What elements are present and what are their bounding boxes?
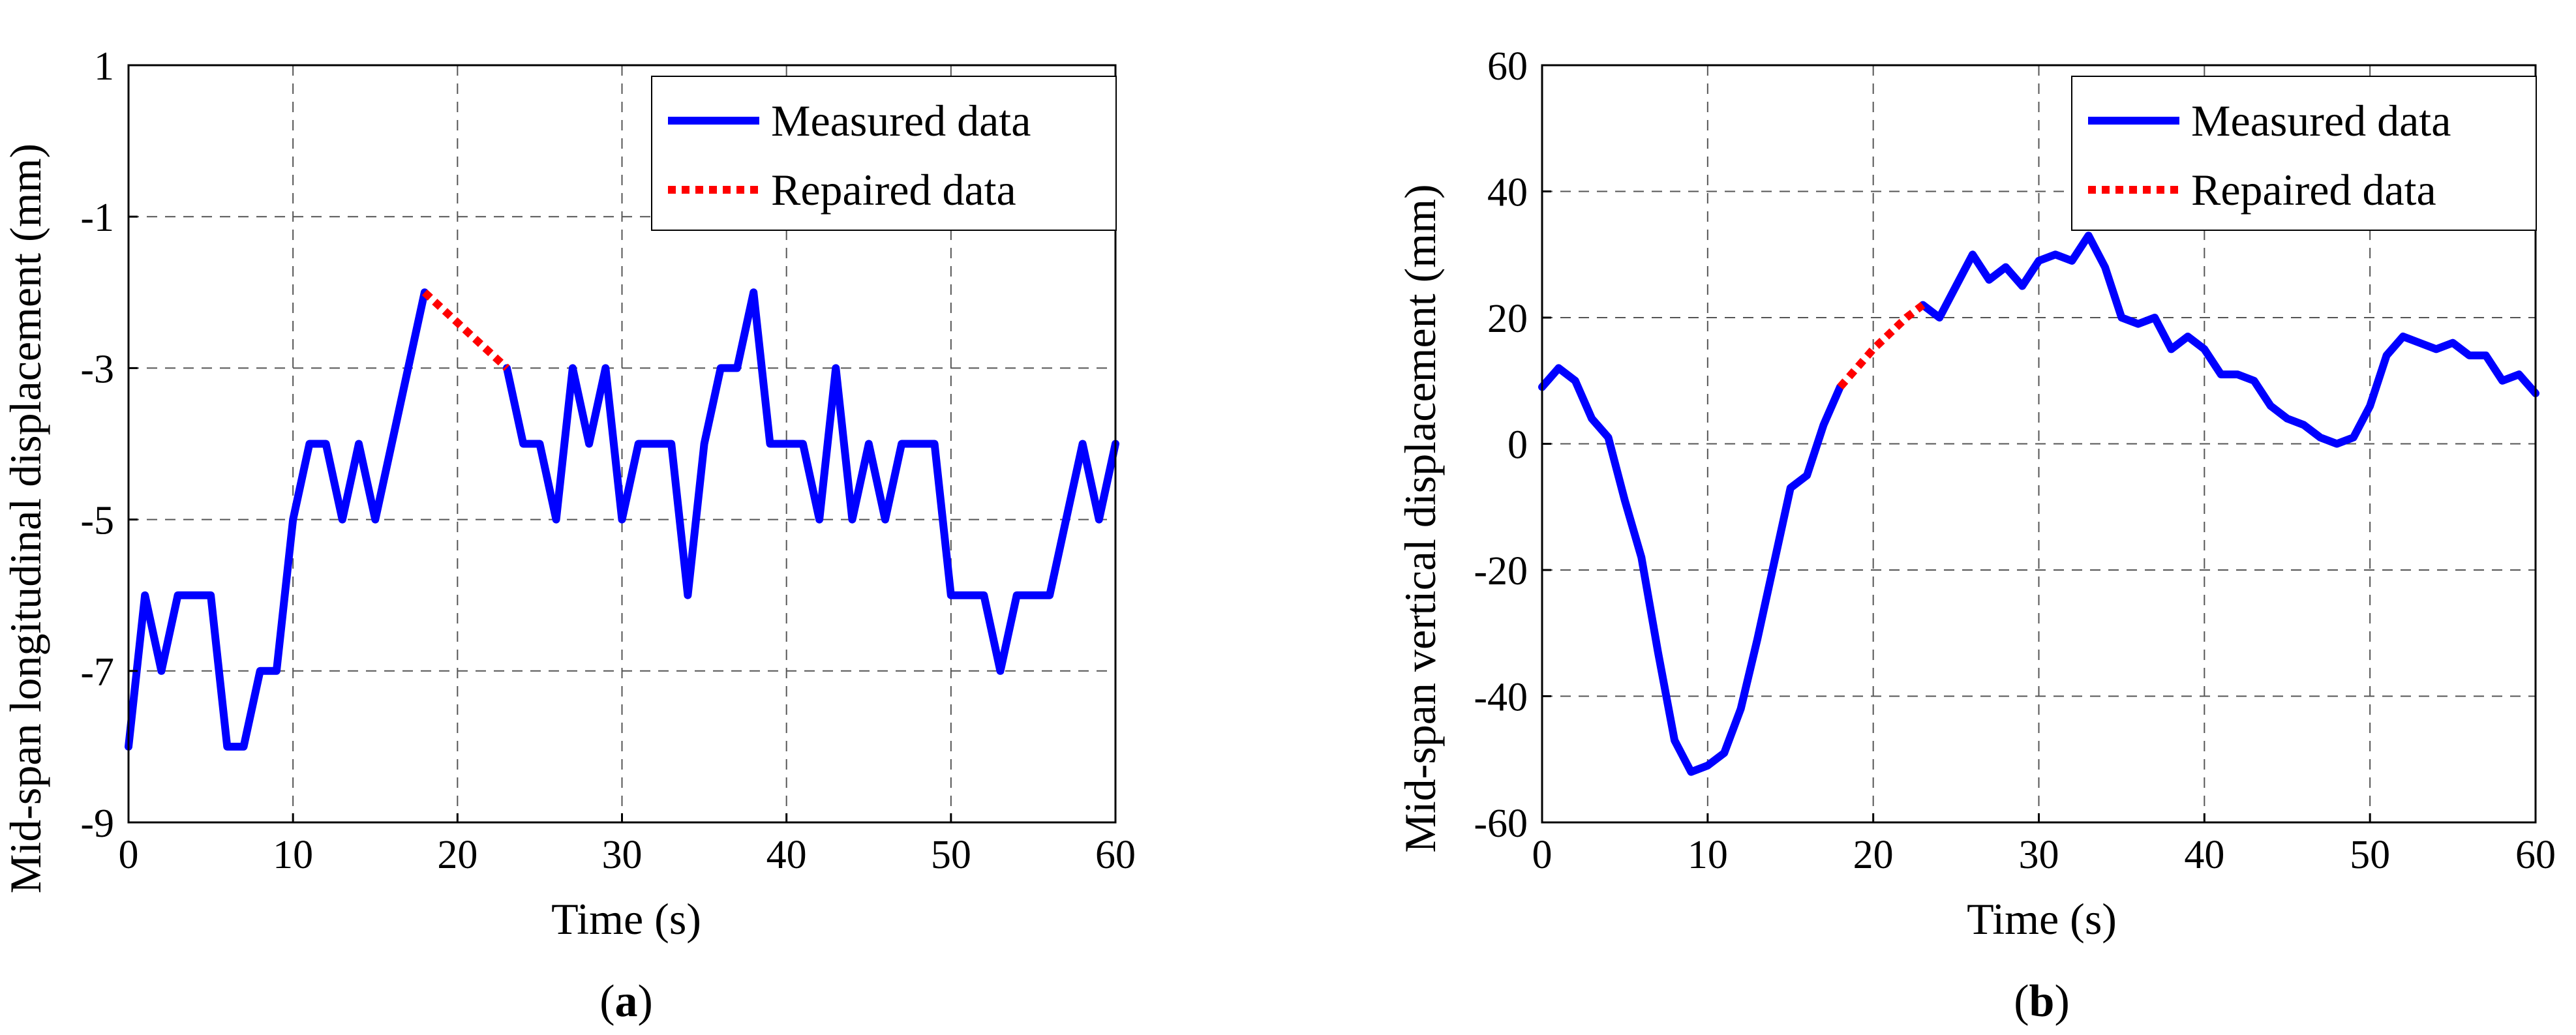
- x-tick-label-a-5: 50: [931, 833, 971, 877]
- series-line-measured-data-a-0: [125, 288, 429, 751]
- series-line-measured-data-b-0: [1538, 364, 1844, 776]
- caption-letter-a: a: [615, 976, 638, 1027]
- x-axis-label-a: Time (s): [551, 894, 701, 944]
- legend-label-repaired-b: Repaired data: [2191, 165, 2436, 215]
- x-axis-label-b: Time (s): [1967, 894, 2117, 944]
- x-tick-label-b-1: 10: [1688, 833, 1728, 877]
- caption-close-paren-a: ): [638, 976, 653, 1027]
- chart-panel-b: 0 10 20 30 40 50 60 -60 -40 -20 0 20 40 60 Time (s) M…: [1395, 44, 2556, 1027]
- chart-panel-a: 0 10 20 30 40 50 60 -9 -7 -5 -3 -1 1 Time (s) Mid-sp…: [1, 44, 1136, 1027]
- caption-b: (b): [2014, 976, 2070, 1027]
- y-tick-label-b-1: -40: [1474, 676, 1528, 720]
- legend-box-a: [651, 76, 1117, 231]
- x-tick-label-a-0: 0: [119, 833, 139, 877]
- caption-close-paren-b: ): [2054, 976, 2069, 1027]
- x-tick-label-a-4: 40: [766, 833, 807, 877]
- caption-open-paren-a: (: [599, 976, 614, 1027]
- tick-layer-a: 0 10 20 30 40 50 60 -9 -7 -5 -3 -1 1: [80, 44, 1136, 877]
- series-layer-b: [1538, 232, 2539, 776]
- x-tick-label-b-5: 50: [2350, 833, 2390, 877]
- x-tick-label-a-3: 30: [602, 833, 643, 877]
- y-tick-label-a-1: -7: [80, 650, 114, 695]
- legend-label-measured-b: Measured data: [2191, 96, 2451, 145]
- series-line-repaired-data-b-0: [1837, 301, 1926, 390]
- x-tick-label-b-2: 20: [1853, 833, 1894, 877]
- caption-a: (a): [599, 976, 653, 1027]
- series-layer-a: [125, 288, 1119, 751]
- y-tick-label-b-0: -60: [1474, 802, 1528, 846]
- y-tick-label-a-4: -1: [80, 196, 114, 240]
- legend-label-measured-a: Measured data: [771, 96, 1031, 145]
- series-line-repaired-data-a-0: [421, 289, 510, 371]
- legend-a: Measured data Repaired data: [651, 76, 1117, 231]
- y-tick-label-a-0: -9: [80, 802, 114, 846]
- y-tick-label-b-2: -20: [1474, 549, 1528, 593]
- caption-letter-b: b: [2029, 976, 2055, 1027]
- y-tick-label-b-6: 60: [1487, 44, 1528, 89]
- y-tick-label-b-3: 0: [1508, 423, 1528, 468]
- x-tick-label-a-2: 20: [437, 833, 477, 877]
- y-tick-label-a-5: 1: [94, 44, 114, 89]
- series-line-measured-data-a-1: [503, 288, 1119, 675]
- legend-b: Measured data Repaired data: [2071, 76, 2537, 231]
- legend-label-repaired-a: Repaired data: [771, 165, 1016, 215]
- x-tick-label-b-4: 40: [2184, 833, 2224, 877]
- tick-layer-b: 0 10 20 30 40 50 60 -60 -40 -20 0 20 40 60: [1474, 44, 2556, 877]
- y-tick-label-b-4: 20: [1487, 297, 1528, 341]
- y-tick-label-a-3: -3: [80, 347, 114, 391]
- x-tick-label-a-1: 10: [273, 833, 313, 877]
- x-tick-label-b-0: 0: [1532, 833, 1553, 877]
- y-tick-label-b-5: 40: [1487, 171, 1528, 215]
- x-tick-label-b-3: 30: [2019, 833, 2059, 877]
- y-axis-label-b: Mid-span vertical displacement (mm): [1395, 184, 1445, 852]
- series-line-measured-data-b-1: [1918, 232, 2539, 448]
- x-tick-label-b-6: 60: [2515, 833, 2556, 877]
- y-tick-label-a-2: -5: [80, 499, 114, 543]
- y-axis-label-a: Mid-span longitudinal displacement (mm): [1, 143, 50, 893]
- caption-open-paren-b: (: [2014, 976, 2029, 1027]
- x-tick-label-a-6: 60: [1095, 833, 1136, 877]
- legend-box-b: [2071, 76, 2537, 231]
